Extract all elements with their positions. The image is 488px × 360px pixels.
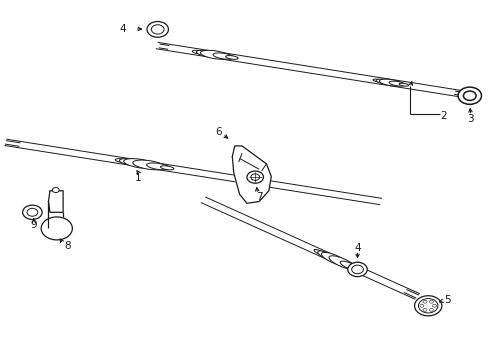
Circle shape — [414, 296, 441, 316]
Circle shape — [147, 22, 168, 37]
Ellipse shape — [119, 159, 142, 166]
Ellipse shape — [192, 50, 204, 54]
Text: 8: 8 — [64, 241, 71, 251]
Ellipse shape — [146, 163, 169, 170]
Text: 5: 5 — [444, 295, 450, 305]
Ellipse shape — [372, 79, 382, 82]
Text: 2: 2 — [440, 111, 446, 121]
Circle shape — [457, 87, 481, 104]
Ellipse shape — [375, 79, 391, 84]
Circle shape — [418, 298, 437, 313]
Text: 6: 6 — [215, 127, 221, 137]
Circle shape — [151, 25, 163, 34]
Circle shape — [22, 205, 42, 220]
Ellipse shape — [340, 261, 358, 270]
Circle shape — [347, 262, 366, 276]
Circle shape — [250, 174, 259, 180]
Ellipse shape — [398, 83, 408, 86]
Circle shape — [351, 265, 363, 274]
Circle shape — [422, 309, 426, 311]
Ellipse shape — [196, 50, 217, 57]
Text: 9: 9 — [30, 220, 37, 230]
Text: 4: 4 — [353, 243, 360, 253]
Ellipse shape — [379, 79, 402, 86]
Ellipse shape — [388, 81, 405, 86]
Circle shape — [428, 309, 432, 311]
Ellipse shape — [317, 251, 336, 260]
Ellipse shape — [213, 53, 234, 59]
Circle shape — [463, 91, 475, 100]
Circle shape — [422, 300, 426, 303]
Ellipse shape — [133, 160, 165, 170]
Text: 7: 7 — [255, 192, 262, 202]
Ellipse shape — [200, 50, 229, 59]
Ellipse shape — [321, 252, 347, 266]
Circle shape — [428, 300, 432, 303]
Ellipse shape — [351, 266, 362, 272]
Ellipse shape — [313, 249, 325, 255]
Circle shape — [419, 304, 423, 307]
Circle shape — [27, 208, 38, 216]
Ellipse shape — [160, 166, 174, 170]
Text: 3: 3 — [467, 114, 473, 124]
Circle shape — [52, 188, 59, 193]
Polygon shape — [48, 191, 63, 212]
Ellipse shape — [123, 159, 156, 168]
Text: 1: 1 — [135, 173, 141, 183]
Circle shape — [246, 171, 263, 183]
Polygon shape — [232, 146, 271, 203]
Text: 4: 4 — [120, 24, 126, 34]
Circle shape — [432, 304, 436, 307]
Ellipse shape — [225, 55, 238, 59]
Ellipse shape — [328, 256, 354, 269]
Ellipse shape — [115, 159, 128, 163]
